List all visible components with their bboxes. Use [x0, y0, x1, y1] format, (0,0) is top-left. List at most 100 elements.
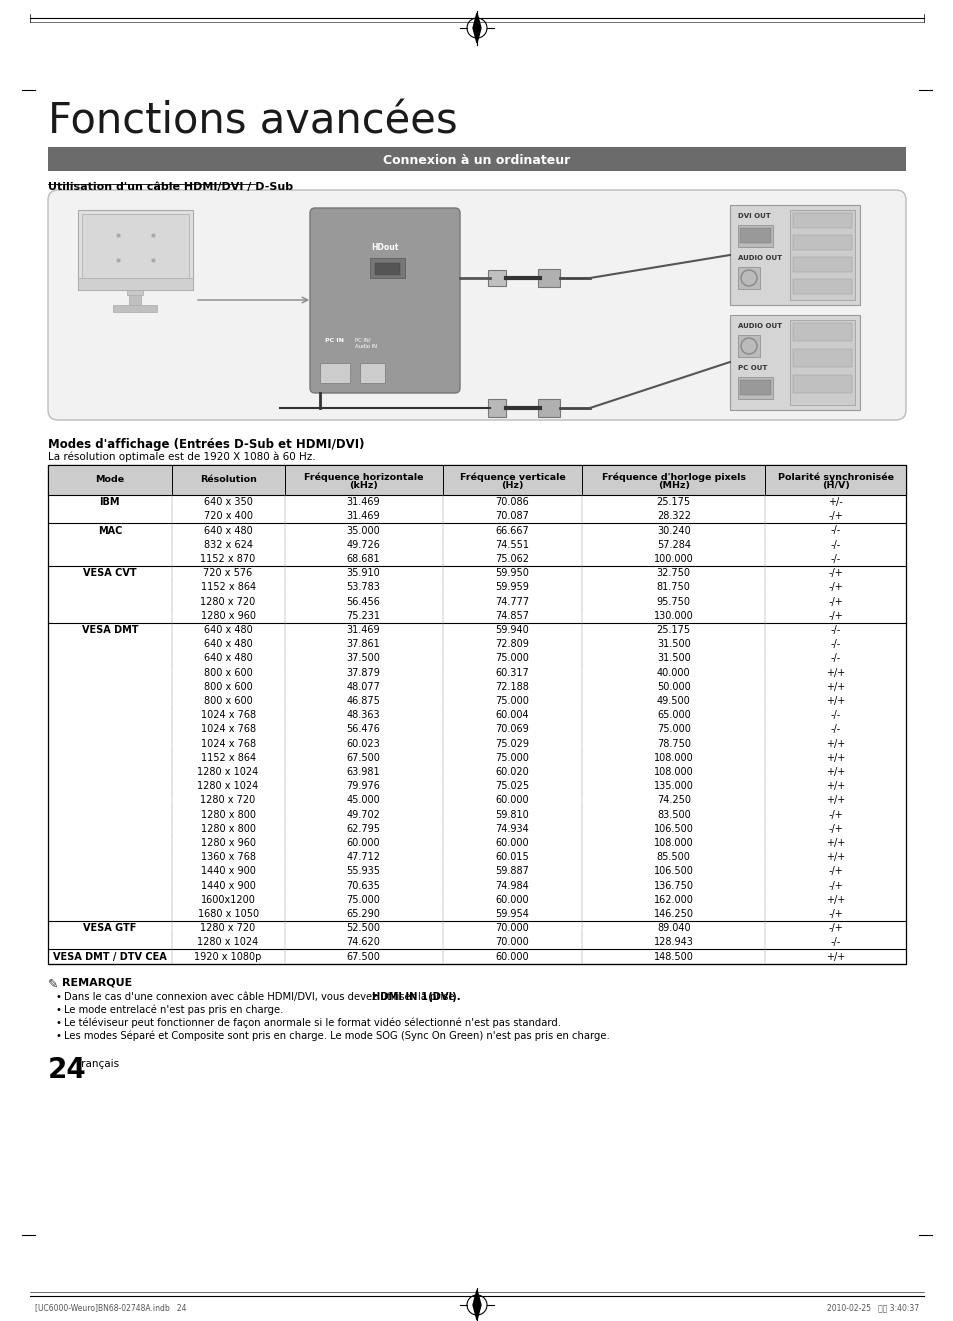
- Text: 49.500: 49.500: [657, 696, 690, 705]
- Bar: [48, 893, 905, 906]
- Text: 37.861: 37.861: [346, 639, 380, 649]
- Text: 25.175: 25.175: [656, 497, 690, 507]
- Text: VESA CVT: VESA CVT: [83, 568, 136, 579]
- Text: 1280 x 720: 1280 x 720: [200, 795, 255, 806]
- Text: 75.029: 75.029: [495, 738, 529, 749]
- Text: •: •: [56, 1017, 62, 1028]
- Text: 60.000: 60.000: [496, 951, 529, 962]
- Text: REMARQUE: REMARQUE: [62, 978, 132, 988]
- Text: HDout: HDout: [371, 243, 398, 252]
- Text: 70.069: 70.069: [496, 724, 529, 734]
- Text: 106.500: 106.500: [653, 824, 693, 834]
- Text: 59.810: 59.810: [496, 810, 529, 819]
- Text: Le téléviseur peut fonctionner de façon anormale si le format vidéo sélectionné : Le téléviseur peut fonctionner de façon …: [64, 1017, 560, 1028]
- Text: Polarité synchronisée: Polarité synchronisée: [777, 472, 893, 481]
- Text: 800 x 600: 800 x 600: [204, 682, 253, 692]
- Text: 108.000: 108.000: [653, 768, 693, 777]
- Text: 70.086: 70.086: [496, 497, 529, 507]
- Text: IBM: IBM: [99, 497, 120, 507]
- Text: 75.062: 75.062: [495, 553, 529, 564]
- Text: 60.000: 60.000: [496, 838, 529, 848]
- Text: -/+: -/+: [827, 597, 842, 606]
- Bar: [48, 878, 905, 893]
- Text: 106.500: 106.500: [653, 867, 693, 876]
- Text: •: •: [56, 1030, 62, 1041]
- Text: +/+: +/+: [825, 852, 844, 863]
- Text: Fréquence d'horloge pixels: Fréquence d'horloge pixels: [601, 472, 745, 481]
- Bar: [738, 225, 772, 247]
- Text: Français: Français: [76, 1058, 119, 1069]
- Bar: [78, 210, 193, 291]
- Text: 46.875: 46.875: [346, 696, 380, 705]
- Text: 70.000: 70.000: [496, 938, 529, 947]
- Text: +/+: +/+: [825, 894, 844, 905]
- Text: 56.456: 56.456: [346, 597, 380, 606]
- FancyBboxPatch shape: [48, 190, 905, 420]
- Bar: [370, 258, 405, 277]
- Text: 55.935: 55.935: [346, 867, 380, 876]
- Text: 60.004: 60.004: [496, 711, 529, 720]
- Bar: [48, 565, 905, 580]
- Bar: [48, 921, 905, 935]
- Text: 1280 x 720: 1280 x 720: [200, 923, 255, 933]
- Text: 67.500: 67.500: [346, 753, 380, 762]
- Text: -/+: -/+: [827, 810, 842, 819]
- Text: 48.363: 48.363: [346, 711, 380, 720]
- Text: +/+: +/+: [825, 838, 844, 848]
- Text: 30.240: 30.240: [657, 526, 690, 535]
- Text: Connexion à un ordinateur: Connexion à un ordinateur: [383, 153, 570, 166]
- Bar: [48, 793, 905, 807]
- Text: 74.250: 74.250: [656, 795, 690, 806]
- Bar: [792, 324, 851, 341]
- Text: •: •: [56, 992, 62, 1001]
- Text: +/-: +/-: [827, 497, 842, 507]
- Text: 52.500: 52.500: [346, 923, 380, 933]
- Text: Les modes Séparé et Composite sont pris en charge. Le mode SOG (Sync On Green) n: Les modes Séparé et Composite sont pris …: [64, 1030, 609, 1041]
- Bar: [48, 694, 905, 708]
- Bar: [537, 399, 559, 417]
- Text: 74.934: 74.934: [496, 824, 529, 834]
- Text: 78.750: 78.750: [656, 738, 690, 749]
- Text: 800 x 600: 800 x 600: [204, 696, 253, 705]
- Text: 60.000: 60.000: [496, 894, 529, 905]
- Bar: [537, 269, 559, 287]
- Text: 1280 x 1024: 1280 x 1024: [197, 938, 258, 947]
- Bar: [48, 552, 905, 565]
- Bar: [48, 950, 905, 963]
- Text: 66.667: 66.667: [496, 526, 529, 535]
- Text: 49.702: 49.702: [346, 810, 380, 819]
- Text: -/-: -/-: [829, 654, 840, 663]
- FancyBboxPatch shape: [310, 207, 459, 394]
- Text: La résolution optimale est de 1920 X 1080 à 60 Hz.: La résolution optimale est de 1920 X 108…: [48, 450, 315, 461]
- Text: 720 x 400: 720 x 400: [203, 511, 253, 522]
- Text: 800 x 600: 800 x 600: [204, 667, 253, 678]
- Bar: [48, 849, 905, 864]
- Polygon shape: [473, 1291, 480, 1320]
- Text: 40.000: 40.000: [657, 667, 690, 678]
- Text: 70.087: 70.087: [495, 511, 529, 522]
- Text: 60.015: 60.015: [496, 852, 529, 863]
- Text: 81.750: 81.750: [656, 583, 690, 592]
- Text: 70.635: 70.635: [346, 881, 380, 890]
- Text: -/-: -/-: [829, 625, 840, 635]
- Bar: [792, 258, 851, 272]
- Text: 60.317: 60.317: [496, 667, 529, 678]
- Text: 1280 x 960: 1280 x 960: [200, 610, 255, 621]
- Text: 1024 x 768: 1024 x 768: [200, 738, 255, 749]
- Bar: [792, 235, 851, 250]
- Bar: [48, 906, 905, 921]
- Text: 100.000: 100.000: [653, 553, 693, 564]
- Bar: [729, 205, 859, 305]
- Text: 1280 x 800: 1280 x 800: [200, 810, 255, 819]
- Text: 75.000: 75.000: [495, 753, 529, 762]
- Text: 640 x 480: 640 x 480: [204, 625, 253, 635]
- Text: 31.500: 31.500: [657, 654, 690, 663]
- Bar: [48, 779, 905, 793]
- Text: 60.023: 60.023: [346, 738, 380, 749]
- Text: 640 x 350: 640 x 350: [203, 497, 253, 507]
- Text: ✎: ✎: [48, 978, 58, 991]
- Text: 28.322: 28.322: [656, 511, 690, 522]
- Text: 1280 x 960: 1280 x 960: [200, 838, 255, 848]
- Text: (H/V): (H/V): [821, 481, 848, 490]
- Bar: [729, 314, 859, 410]
